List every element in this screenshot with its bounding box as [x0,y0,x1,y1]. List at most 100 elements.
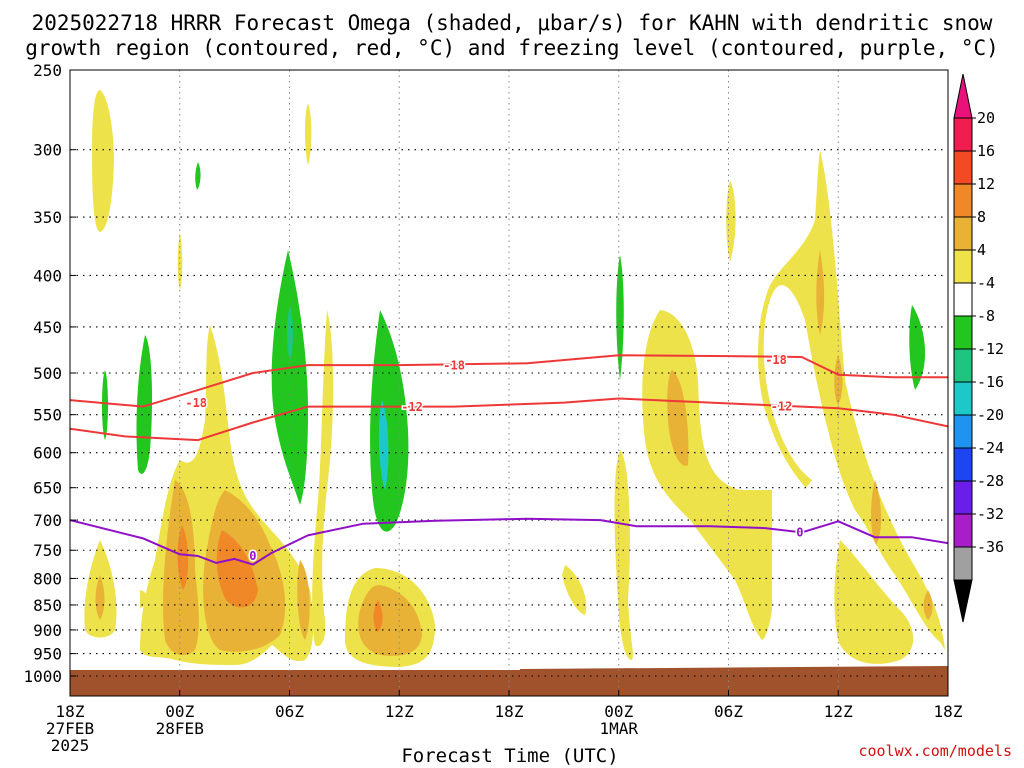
colorbar-label: 20 [977,109,995,127]
x-tick-label: 27FEB [46,719,94,738]
colorbar-segment [953,216,973,251]
colorbar-segment [953,447,973,482]
y-tick-label: 550 [33,406,62,425]
colorbar-label: -12 [977,340,1004,358]
contour-label: -12 [771,399,793,413]
x-tick-label: 12Z [824,702,853,721]
y-tick-label: 1000 [23,667,62,686]
contour-label: -18 [443,359,465,373]
y-tick-label: 950 [33,645,62,664]
colorbar-segment [953,381,973,416]
colorbar-segment [953,348,973,383]
omega-orange-region [95,575,105,620]
y-tick-label: 650 [33,479,62,498]
colorbar-segment [953,480,973,515]
omega-yellow-region [305,104,312,165]
colorbar-segment [953,150,973,185]
colorbar-label: -20 [977,406,1004,424]
x-tick-label: 2025 [51,736,90,755]
omega-dark-orange-region [177,525,189,590]
omega-orange-region [834,355,843,405]
x-tick-label: 00Z [165,702,194,721]
colorbar-segment [953,414,973,449]
colorbar-label: 12 [977,175,995,193]
omega-yellow-region [312,310,334,647]
omega-green-region [616,255,624,380]
omega-yellow-region [140,590,148,608]
y-tick-label: 750 [33,541,62,560]
contour-label: -18 [765,353,787,367]
colorbar: 20 16 12 8 4 -4 -8 -12 -16 -20 -24 -28 -32 -36 [953,73,1004,623]
omega-orange-region [871,480,882,545]
contour-line [70,397,948,442]
colorbar-top-arrow [953,73,973,119]
y-tick-label: 250 [33,61,62,80]
x-tick-label: 06Z [275,702,304,721]
omega-green-region [271,250,308,505]
x-tick-label: 00Z [604,702,633,721]
x-tick-label: 28FEB [156,719,204,738]
y-tick-label: 400 [33,266,62,285]
y-tick-label: 300 [33,141,62,160]
y-tick-label: 450 [33,318,62,337]
colorbar-segment [953,183,973,218]
omega-green-region [136,335,153,474]
x-axis-title: Forecast Time (UTC) [401,745,618,767]
y-tick-label: 700 [33,511,62,530]
colorbar-label: -16 [977,373,1004,391]
omega-yellow-region [562,565,587,615]
y-tick-label: 850 [33,596,62,615]
x-tick-label: 06Z [714,702,743,721]
colorbar-label: 4 [977,241,986,259]
colorbar-segment [953,513,973,548]
colorbar-label: -8 [977,307,995,325]
colorbar-segment [953,315,973,350]
omega-teal-region [378,400,389,490]
colorbar-segment [953,249,973,284]
omega-teal-region [287,305,293,360]
credit-text: coolwx.com/models [858,742,1012,760]
omega-yellow-region [92,90,114,232]
x-tick-label: 18Z [495,702,524,721]
omega-orange-region [667,370,689,466]
y-axis-ticks: 250 300 350 400 450 500 550 600 650 700 750 800 850 9… [23,61,76,686]
omega-green-region [909,305,926,390]
omega-yellow-region [834,540,914,664]
omega-dark-orange-region [216,530,258,608]
colorbar-segment [953,117,973,152]
omega-dark-orange-region [373,600,383,632]
omega-green-region [102,370,108,440]
colorbar-label: -36 [977,538,1004,556]
contour-line [70,517,948,566]
temperature-contours: -18 -18 -18 -12 -12 0 0 [70,352,948,566]
y-tick-label: 500 [33,364,62,383]
omega-yellow-region [614,450,633,660]
y-tick-label: 350 [33,208,62,227]
y-tick-label: 600 [33,444,62,463]
colorbar-label: -32 [977,505,1004,523]
contour-label: -12 [401,400,423,414]
colorbar-label: 16 [977,142,995,160]
colorbar-label: -24 [977,439,1004,457]
colorbar-bottom-arrow [953,579,973,623]
x-tick-label: 12Z [385,702,414,721]
omega-orange-region [297,560,310,640]
contour-label: 0 [796,525,803,539]
chart-title-line1: 2025022718 HRRR Forecast Omega (shaded, … [32,11,993,35]
colorbar-segment [953,282,973,317]
contour-line [70,354,948,408]
omega-green-region [195,162,201,190]
contour-label: 0 [249,549,256,563]
omega-orange-region [816,250,825,335]
colorbar-label: -4 [977,274,995,292]
y-tick-label: 900 [33,621,62,640]
omega-orange-region [358,585,422,656]
x-tick-label: 1MAR [599,719,638,738]
contour-label: -18 [185,396,207,410]
colorbar-label: 8 [977,208,986,226]
colorbar-segment [953,546,973,581]
colorbar-label: -28 [977,472,1004,490]
chart-title-line2: growth region (contoured, red, °C) and f… [25,36,999,60]
